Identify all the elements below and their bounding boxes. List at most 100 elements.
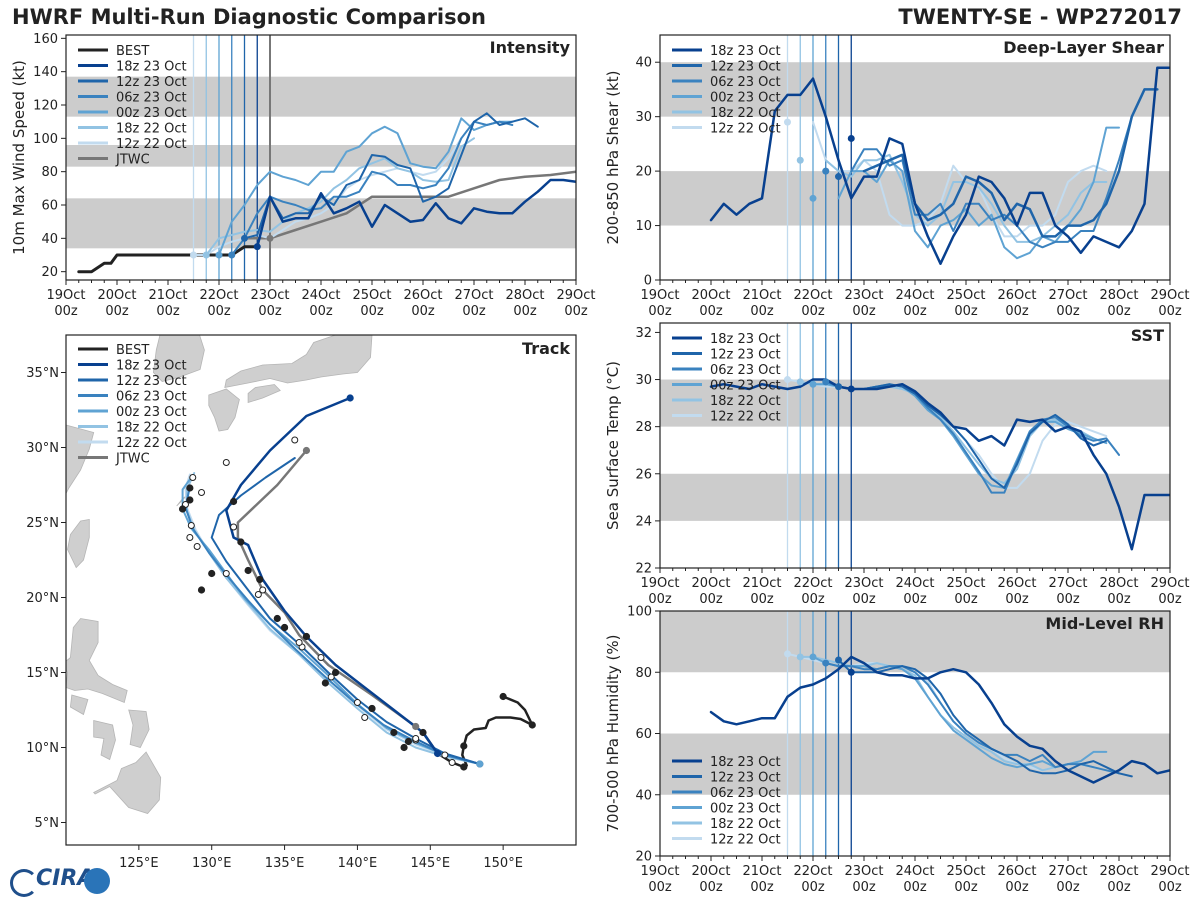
sst-plot-area xyxy=(660,323,1170,568)
track-point-best xyxy=(390,728,398,737)
track-ytick-label-3: 20°N xyxy=(26,591,59,606)
intensity-series-18z-22-oct xyxy=(205,137,475,256)
track-xtick-label-2: 135°E xyxy=(265,856,305,871)
rh-xtick-label-8: 27Oct xyxy=(1048,864,1087,879)
track-point-best xyxy=(186,496,194,504)
shear-xtick-label2-8: 00z xyxy=(1056,304,1080,319)
shear-legend-label-12z-22-oct: 12z 22 Oct xyxy=(710,122,781,137)
track-frame xyxy=(65,334,577,846)
sst-ylabel: Sea Surface Temp (°C) xyxy=(604,361,622,530)
intensity-xtick-label2-0: 00z xyxy=(54,304,78,319)
intensity-xtick-label2-7: 00z xyxy=(411,304,435,319)
sst-xtick-label-5: 24Oct xyxy=(895,576,934,591)
track-point-open-12z-23-oct xyxy=(291,436,299,444)
track-point-open-12z-23-oct xyxy=(412,735,420,742)
shear-xtick-label-8: 27Oct xyxy=(1048,288,1087,303)
rh-xtick-label-9: 28Oct xyxy=(1099,864,1138,879)
intensity-panel-title: Intensity xyxy=(490,38,571,57)
shear-ytick-label: 0 xyxy=(644,274,652,289)
track-xtick-label-5: 150°E xyxy=(483,856,523,871)
track-point-best xyxy=(244,566,252,575)
shear-legend-label-06z-23-oct: 06z 23 Oct xyxy=(710,75,781,90)
track-legend-label-06z-23-oct: 06z 23 Oct xyxy=(116,390,187,405)
sst-xtick-label-2: 21Oct xyxy=(742,576,781,591)
intensity-series-00z-23-oct xyxy=(218,117,514,256)
intensity-ylabel: 10m Max Wind Speed (kt) xyxy=(10,60,28,255)
track-point-best xyxy=(400,743,408,752)
sst-xtick-label2-9: 00z xyxy=(1107,592,1131,607)
sst-xtick-label2-3: 00z xyxy=(801,592,825,607)
intensity-xtick-label2-3: 00z xyxy=(207,304,231,319)
rh-ylabel: 700-500 hPa Humidity (%) xyxy=(604,634,622,832)
shear-xtick-label-5: 24Oct xyxy=(895,288,934,303)
track-series-00z-23-oct xyxy=(181,476,481,765)
sst-panel-title: SST xyxy=(1131,326,1164,345)
sst-series-12z-23-oct xyxy=(837,383,1108,489)
track-point-best xyxy=(499,692,507,701)
sst-xtick-label2-6: 00z xyxy=(954,592,978,607)
sst-marker-12z-23-oct xyxy=(835,383,842,391)
track-point-best xyxy=(178,505,187,513)
rh-xtick-label-3: 22Oct xyxy=(793,864,832,879)
sst-xtick-label2-5: 00z xyxy=(903,592,927,607)
track-series-18z-22-oct xyxy=(185,472,481,765)
sst-ytick-label: 26 xyxy=(635,467,652,482)
shear-xtick-label-1: 20Oct xyxy=(691,288,730,303)
rh-legend-label-12z-22-oct: 12z 22 Oct xyxy=(710,833,781,848)
shear-xtick-label2-0: 00z xyxy=(648,304,672,319)
sst-legend-label-12z-23-oct: 12z 23 Oct xyxy=(710,348,781,363)
shear-xtick-label-4: 23Oct xyxy=(844,288,883,303)
shear-xtick-label2-7: 00z xyxy=(1005,304,1029,319)
shear-series-06z-23-oct xyxy=(850,88,1146,249)
track-xtick-label-1: 130°E xyxy=(192,856,232,871)
rh-marker-18z-22-oct xyxy=(796,653,804,661)
shear-xtick-label2-4: 00z xyxy=(852,304,876,319)
intensity-marker-00z-23-oct xyxy=(215,251,223,259)
shear-ytick-label: 40 xyxy=(635,56,652,71)
sst-marker-12z-22-oct xyxy=(784,376,791,384)
sst-ytick-label: 32 xyxy=(635,326,652,341)
intensity-xtick-label-1: 20Oct xyxy=(97,288,136,303)
rh-series-18z-23-oct xyxy=(709,655,1170,784)
intensity-xtick-label2-1: 00z xyxy=(105,304,129,319)
shear-legend-label-18z-22-oct: 18z 22 Oct xyxy=(710,106,781,121)
shear-plot-area xyxy=(660,35,1170,280)
intensity-xtick-label-2: 21Oct xyxy=(148,288,187,303)
rh-xtick-label-5: 24Oct xyxy=(895,864,934,879)
land-panay-negros xyxy=(93,719,116,761)
track-ytick-label-0: 5°N xyxy=(35,816,60,831)
shear-xtick-label2-6: 00z xyxy=(954,304,978,319)
track-series-06z-23-oct xyxy=(184,485,481,765)
track-point-best xyxy=(404,737,413,746)
intensity-ytick-label: 140 xyxy=(33,65,58,80)
intensity-legend-label-00z-23-oct: 00z 23 Oct xyxy=(116,106,187,121)
cira-logo-mark-icon xyxy=(10,869,38,897)
intensity-legend-label-18z-23-oct: 18z 23 Oct xyxy=(116,60,187,75)
intensity-legend-label-12z-23-oct: 12z 23 Oct xyxy=(116,75,187,90)
shear-series-00z-23-oct xyxy=(837,126,1120,260)
shear-xtick-label2-9: 00z xyxy=(1107,304,1131,319)
rh-ytick-label: 20 xyxy=(635,850,652,865)
intensity-marker-12z-22-oct xyxy=(190,251,197,259)
shear-marker-12z-23-oct xyxy=(835,173,842,181)
shear-xtick-label-6: 25Oct xyxy=(946,288,985,303)
sst-legend-label-06z-23-oct: 06z 23 Oct xyxy=(710,363,781,378)
sst-xtick-label2-2: 00z xyxy=(750,592,774,607)
track-legend-label-12z-23-oct: 12z 23 Oct xyxy=(116,374,187,389)
track-point-open-00z-23-oct xyxy=(222,570,230,577)
track-legend-label-00z-23-oct: 00z 23 Oct xyxy=(116,405,187,420)
intensity-marker-jtwc xyxy=(266,234,274,242)
intensity-ytick-label: 80 xyxy=(41,165,58,180)
shear-xtick-label-3: 22Oct xyxy=(793,288,832,303)
sst-xtick-label-8: 27Oct xyxy=(1048,576,1087,591)
shear-xtick-label2-1: 00z xyxy=(699,304,723,319)
shear-legend-label-12z-23-oct: 12z 23 Oct xyxy=(710,60,781,75)
rh-xtick-label-10: 29Oct xyxy=(1150,864,1189,879)
track-point-open-00z-23-oct xyxy=(193,543,201,550)
rh-xtick-label2-8: 00z xyxy=(1056,880,1080,895)
intensity-ytick-label: 100 xyxy=(33,132,58,147)
rh-panel: 19Oct00z20Oct00z21Oct00z22Oct00z23Oct00z… xyxy=(604,605,1190,896)
land-palawan-mindoro xyxy=(69,694,89,716)
rh-series-06z-23-oct xyxy=(824,662,1120,775)
intensity-xtick-label2-5: 00z xyxy=(309,304,333,319)
